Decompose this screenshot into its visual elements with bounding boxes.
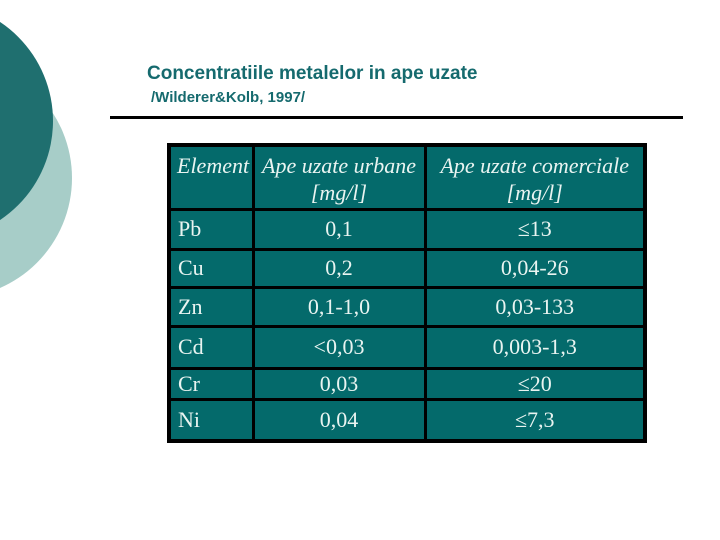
commercial-value-cell: ≤13 — [423, 207, 647, 251]
header-commercial-label: Ape uzate comerciale — [440, 153, 630, 178]
element-cell: Zn — [167, 285, 255, 328]
header-commercial: Ape uzate comerciale [mg/l] — [423, 143, 647, 211]
element-cell: Ni — [167, 397, 255, 443]
urban-value-cell: 0,2 — [251, 247, 427, 289]
table-row: Cd <0,03 0,003-1,3 — [167, 324, 647, 370]
slide-title: Concentratiile metalelor in ape uzate — [147, 63, 478, 84]
element-cell: Cd — [167, 324, 255, 370]
commercial-value-cell: 0,003-1,3 — [423, 324, 647, 370]
table-row: Ni 0,04 ≤7,3 — [167, 397, 647, 443]
commercial-value-cell: ≤7,3 — [423, 397, 647, 443]
commercial-value-cell: 0,04-26 — [423, 247, 647, 289]
title-divider-line — [110, 116, 683, 119]
header-element: Element — [167, 143, 255, 211]
urban-value-cell: 0,1-1,0 — [251, 285, 427, 328]
urban-value-cell: 0,1 — [251, 207, 427, 251]
header-urban-unit: [mg/l] — [310, 180, 368, 205]
urban-value-cell: <0,03 — [251, 324, 427, 370]
urban-value-cell: 0,04 — [251, 397, 427, 443]
urban-value-cell: 0,03 — [251, 366, 427, 401]
metal-concentrations-table: Element Ape uzate urbane [mg/l] Ape uzat… — [167, 143, 647, 443]
element-cell: Pb — [167, 207, 255, 251]
slide-source-citation: /Wilderer&Kolb, 1997/ — [151, 89, 306, 106]
element-cell: Cr — [167, 366, 255, 401]
table-row: Pb 0,1 ≤13 — [167, 207, 647, 251]
table-header-row: Element Ape uzate urbane [mg/l] Ape uzat… — [167, 143, 647, 211]
table-row: Cu 0,2 0,04-26 — [167, 247, 647, 289]
commercial-value-cell: ≤20 — [423, 366, 647, 401]
element-cell: Cu — [167, 247, 255, 289]
commercial-value-cell: 0,03-133 — [423, 285, 647, 328]
header-urban: Ape uzate urbane [mg/l] — [251, 143, 427, 211]
header-commercial-unit: [mg/l] — [506, 180, 563, 205]
table-row: Zn 0,1-1,0 0,03-133 — [167, 285, 647, 328]
header-urban-label: Ape uzate urbane — [262, 153, 416, 178]
table-row: Cr 0,03 ≤20 — [167, 366, 647, 401]
